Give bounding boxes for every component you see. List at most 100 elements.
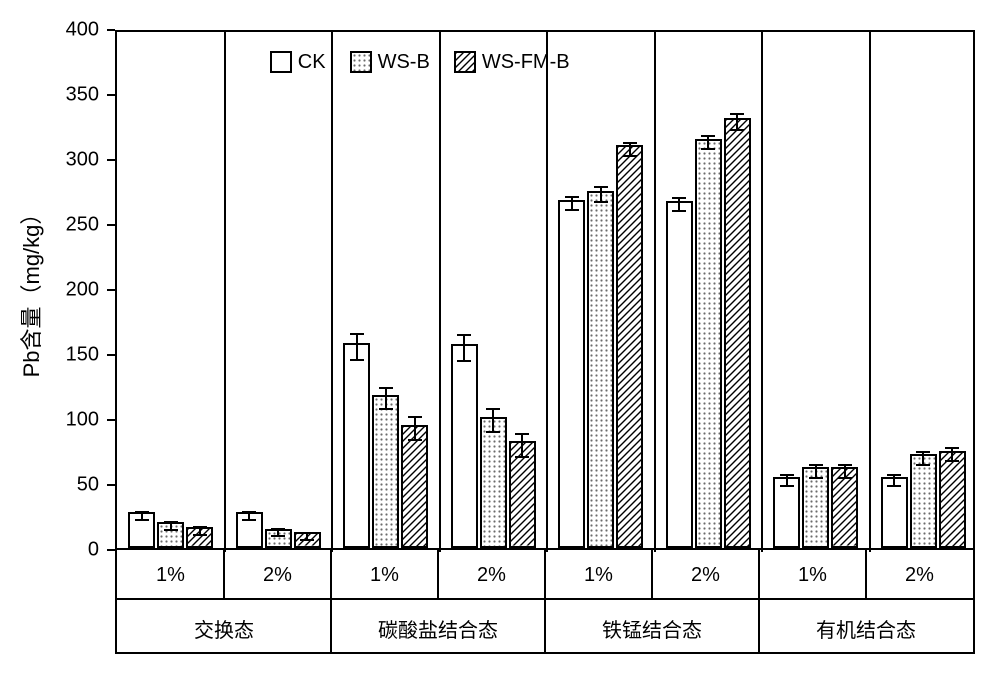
error-cap bbox=[164, 521, 178, 523]
bar-CK bbox=[881, 477, 908, 549]
error-cap bbox=[457, 334, 471, 336]
y-tick bbox=[107, 94, 115, 96]
legend-label: CK bbox=[298, 51, 326, 74]
x-category-label: 交换态 bbox=[194, 614, 254, 643]
bar-WS-FM-B bbox=[831, 467, 858, 548]
error-cap bbox=[701, 148, 715, 150]
error-cap bbox=[300, 539, 314, 541]
error-cap bbox=[809, 464, 823, 466]
bar-fill bbox=[912, 456, 935, 546]
bar-fill bbox=[403, 427, 426, 547]
legend-swatch bbox=[270, 51, 292, 73]
x-sub-label: 1% bbox=[584, 564, 613, 587]
error-cap bbox=[887, 485, 901, 487]
error-cap bbox=[887, 474, 901, 476]
legend-item: WS-FM-B bbox=[454, 51, 570, 74]
error-cap bbox=[515, 456, 529, 458]
bar-CK bbox=[773, 477, 800, 549]
subgroup-separator bbox=[869, 32, 871, 552]
y-tick bbox=[107, 419, 115, 421]
error-cap bbox=[300, 532, 314, 534]
subgroup-separator bbox=[223, 550, 225, 598]
subgroup-separator bbox=[654, 32, 656, 552]
error-cap bbox=[135, 519, 149, 521]
y-tick bbox=[107, 354, 115, 356]
error-cap bbox=[193, 534, 207, 536]
y-tick bbox=[107, 484, 115, 486]
bar-fill bbox=[697, 141, 720, 547]
y-tick bbox=[107, 289, 115, 291]
error-cap bbox=[379, 408, 393, 410]
bar-WS-B bbox=[480, 417, 507, 548]
y-tick bbox=[107, 224, 115, 226]
error-cap bbox=[594, 186, 608, 188]
bar-fill bbox=[482, 419, 505, 546]
bar-WS-B bbox=[802, 467, 829, 548]
error-cap bbox=[945, 460, 959, 462]
error-cap bbox=[672, 197, 686, 199]
error-cap bbox=[672, 210, 686, 212]
x-sub-label: 2% bbox=[691, 564, 720, 587]
bar-fill bbox=[511, 443, 534, 546]
subgroup-separator bbox=[224, 32, 226, 552]
error-cap bbox=[565, 209, 579, 211]
x-sub-label: 1% bbox=[156, 564, 185, 587]
error-cap bbox=[838, 464, 852, 466]
error-cap bbox=[730, 129, 744, 131]
error-bar bbox=[600, 187, 602, 203]
bar-fill bbox=[941, 453, 964, 547]
y-tick-label: 50 bbox=[0, 474, 99, 497]
group-separator bbox=[758, 550, 760, 654]
legend-label: WS-B bbox=[378, 51, 430, 74]
error-cap bbox=[594, 201, 608, 203]
subgroup-separator bbox=[651, 550, 653, 598]
x-sub-label: 1% bbox=[798, 564, 827, 587]
bar-WS-FM-B bbox=[939, 451, 966, 549]
x-category-label: 有机结合态 bbox=[816, 614, 916, 643]
error-cap bbox=[945, 447, 959, 449]
subgroup-separator bbox=[437, 550, 439, 598]
group-separator bbox=[544, 550, 546, 654]
x-category-label: 碳酸盐结合态 bbox=[378, 614, 498, 643]
bar-WS-FM-B bbox=[616, 145, 643, 548]
bar-fill bbox=[618, 147, 641, 546]
y-tick-label: 0 bbox=[0, 539, 99, 562]
bar-CK bbox=[666, 201, 693, 548]
error-cap bbox=[780, 485, 794, 487]
x-sub-label: 1% bbox=[370, 564, 399, 587]
error-cap bbox=[486, 408, 500, 410]
error-cap bbox=[242, 519, 256, 521]
group-separator bbox=[761, 32, 763, 552]
subgroup-separator bbox=[439, 32, 441, 552]
error-bar bbox=[385, 388, 387, 409]
legend-swatch bbox=[454, 51, 476, 73]
error-cap bbox=[193, 526, 207, 528]
error-cap bbox=[565, 196, 579, 198]
bar-CK bbox=[343, 343, 370, 548]
y-tick-label: 100 bbox=[0, 409, 99, 432]
bar-WS-FM-B bbox=[401, 425, 428, 549]
legend-item: CK bbox=[270, 51, 326, 74]
bar-fill bbox=[833, 469, 856, 546]
legend-label: WS-FM-B bbox=[482, 51, 570, 74]
plot-area bbox=[115, 30, 975, 550]
y-tick bbox=[107, 159, 115, 161]
error-cap bbox=[350, 359, 364, 361]
x-sub-label: 2% bbox=[263, 564, 292, 587]
error-cap bbox=[271, 535, 285, 537]
legend-item: WS-B bbox=[350, 51, 430, 74]
error-cap bbox=[701, 135, 715, 137]
error-bar bbox=[736, 114, 738, 130]
legend-swatch bbox=[350, 51, 372, 73]
bar-CK bbox=[451, 344, 478, 548]
error-cap bbox=[780, 474, 794, 476]
x-category-label: 铁锰结合态 bbox=[602, 614, 702, 643]
error-cap bbox=[242, 511, 256, 513]
bar-WS-B bbox=[372, 395, 399, 548]
error-cap bbox=[408, 416, 422, 418]
y-tick-label: 150 bbox=[0, 344, 99, 367]
error-cap bbox=[164, 529, 178, 531]
group-separator bbox=[330, 550, 332, 654]
bar-fill bbox=[374, 397, 397, 546]
y-tick-label: 250 bbox=[0, 214, 99, 237]
